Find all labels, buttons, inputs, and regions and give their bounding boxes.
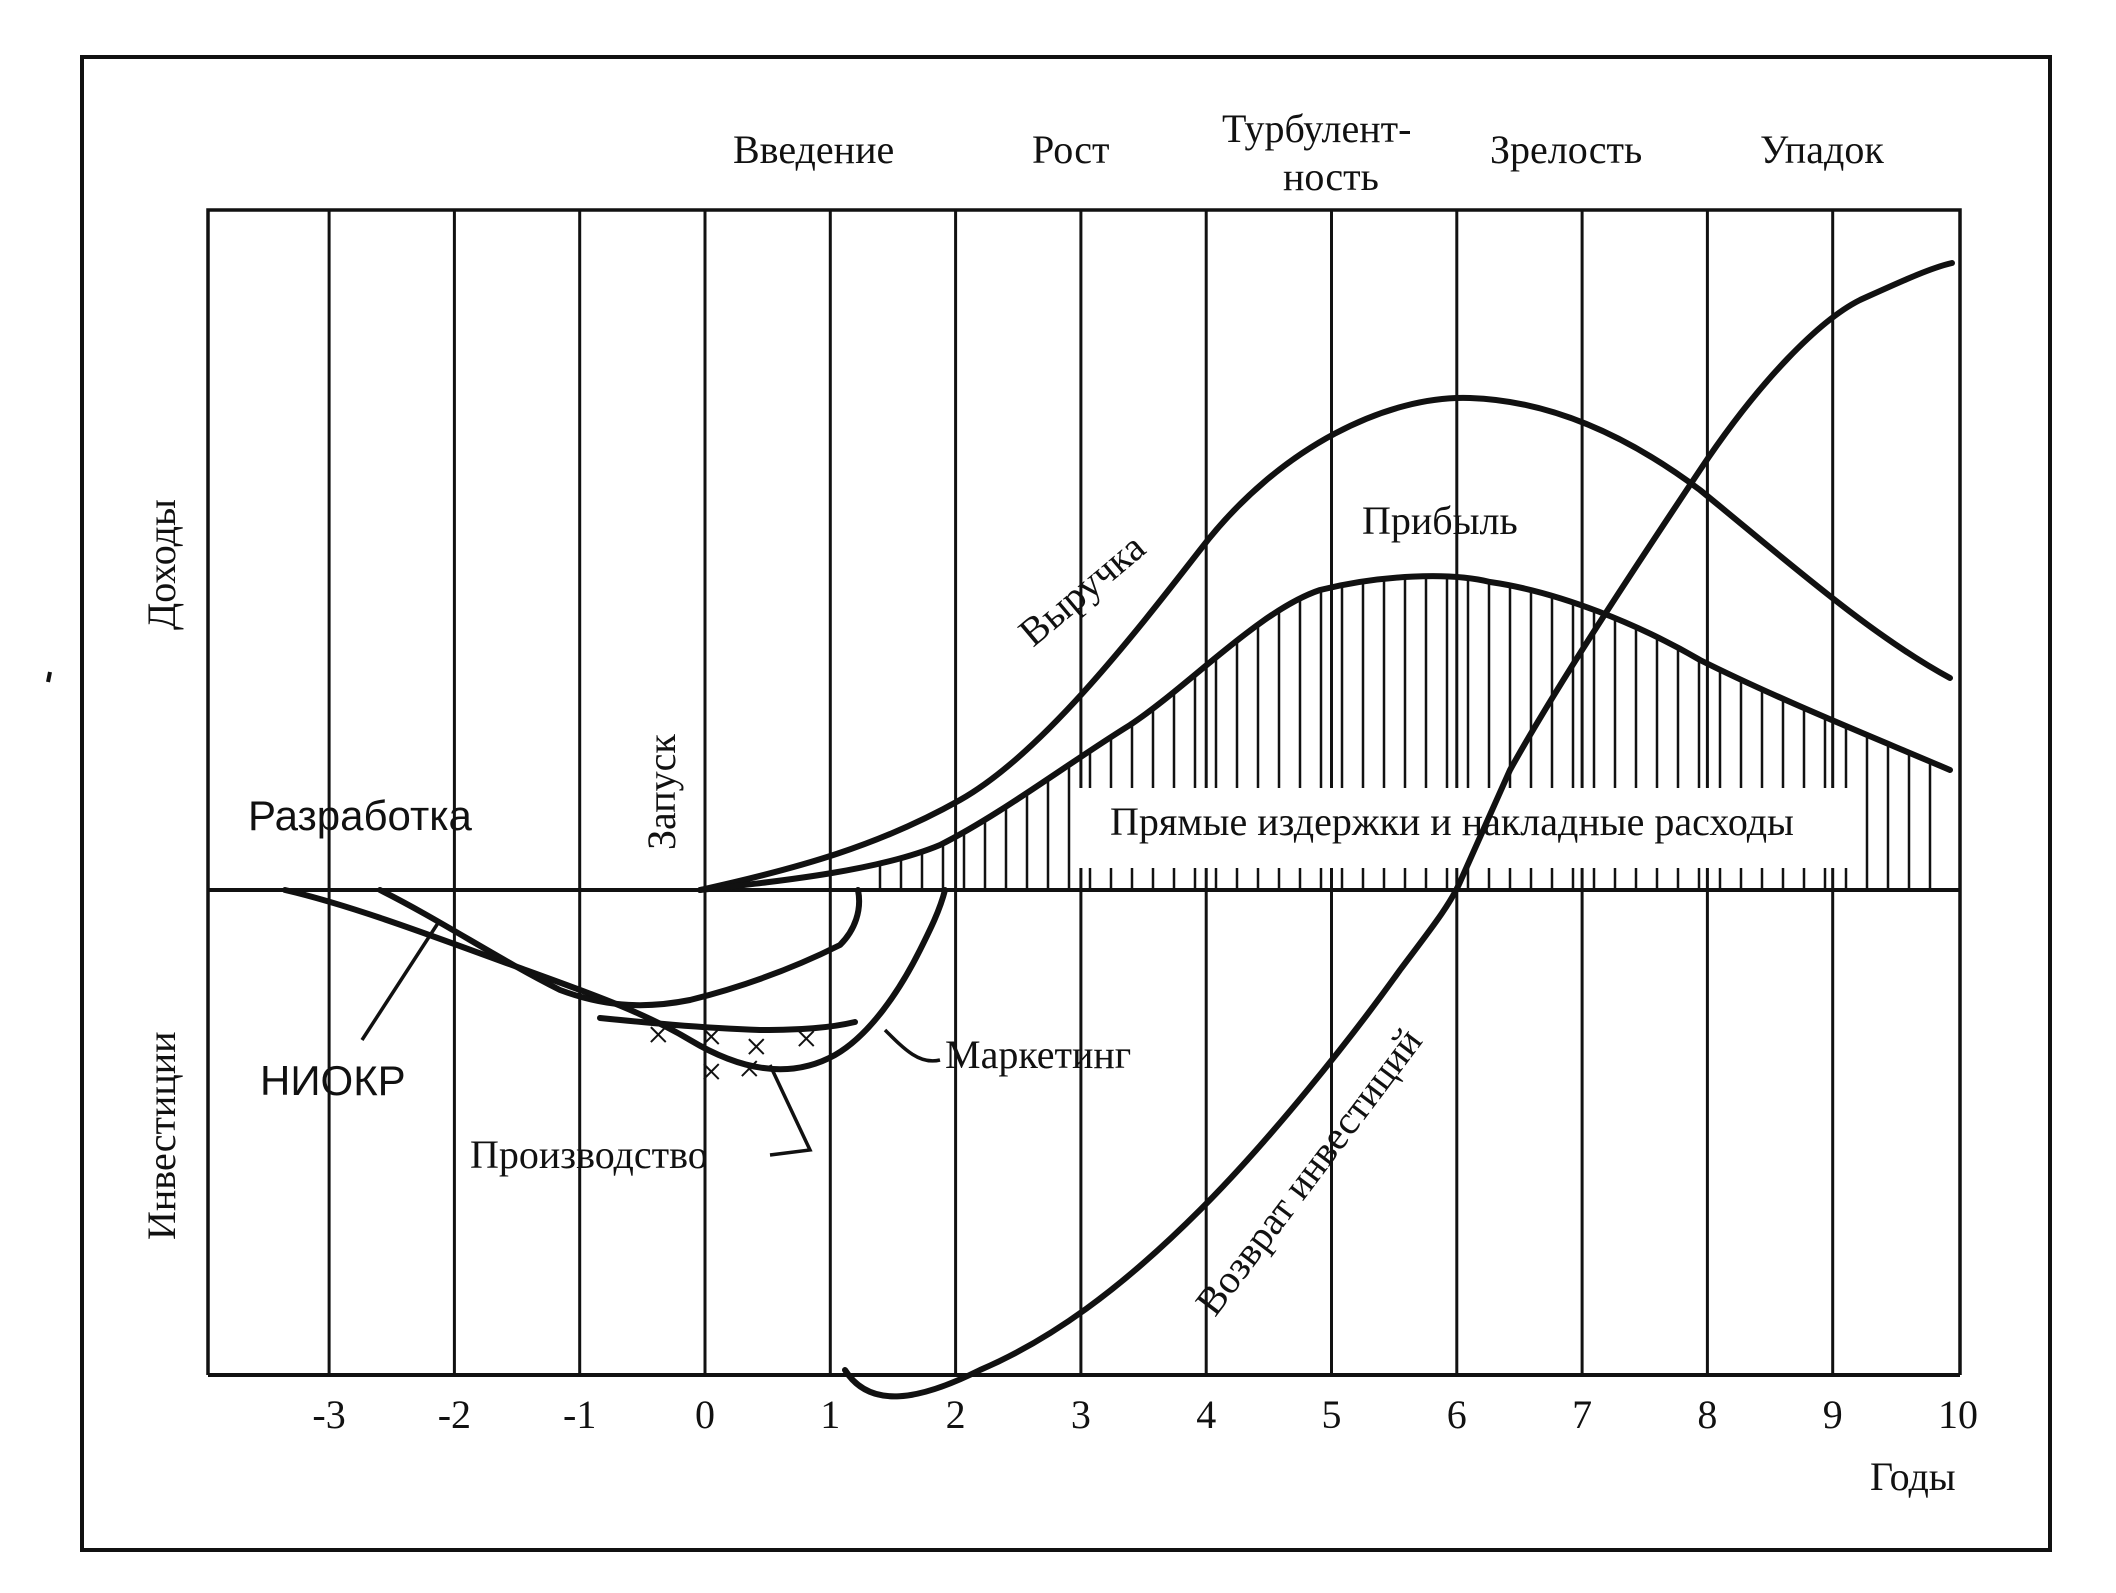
rnd-curve [282,887,948,1073]
launch-label: Запуск [639,734,684,850]
x-tick-label: 2 [946,1392,966,1437]
x-tick-label: 6 [1447,1392,1467,1437]
x-tick-label: 10 [1938,1392,1978,1437]
costs-label-background [1075,788,1855,868]
y-axis-bottom-label: Инвестиции [139,1031,184,1240]
plot-border [206,208,1962,1375]
x-tick-label: 3 [1071,1392,1091,1437]
phase-turbulence-line1: Турбулент- [1222,106,1411,151]
svg-text:×: × [700,1049,723,1094]
profit-hatching [878,576,1932,890]
development-label: Разработка [248,792,473,839]
costs-label: Прямые издержки и накладные расходы [1110,799,1794,844]
y-axis-top-label: Доходы [139,499,184,630]
scan-mark [46,671,52,683]
investment-return-curve [842,260,1955,1400]
cost-curve [697,573,1953,893]
x-tick-label: -3 [312,1392,345,1437]
x-tick-label: 1 [820,1392,840,1437]
x-tick-label: 8 [1697,1392,1717,1437]
production-leader-line [768,1064,813,1157]
svg-text:×: × [745,1024,768,1069]
marketing-leader-line [883,1028,941,1063]
phase-decline: Упадок [1760,127,1884,172]
svg-text:×: × [647,1012,670,1057]
rnd-label: НИОКР [260,1057,406,1104]
production-label: Производство [470,1132,708,1177]
x-tick-label: 9 [1823,1392,1843,1437]
production-marks: × × × × × × [647,1012,818,1094]
svg-text:×: × [738,1046,761,1091]
x-tick-label: -1 [563,1392,596,1437]
x-tick-label: 4 [1196,1392,1216,1437]
phase-maturity: Зрелость [1490,127,1642,172]
phase-turbulence-line2: ность [1283,154,1379,199]
phase-introduction: Введение [733,127,894,172]
development-curve [377,887,862,1009]
production-curve [597,1015,858,1033]
profit-label: Прибыль [1362,498,1518,543]
revenue-curve [697,394,1953,893]
svg-text:×: × [700,1014,723,1059]
x-tick-label: -2 [438,1392,471,1437]
phase-growth: Рост [1032,127,1109,172]
svg-text:×: × [795,1016,818,1061]
marketing-label: Маркетинг [945,1032,1131,1077]
rnd-leader-line [360,919,442,1041]
x-tick-label: 7 [1572,1392,1592,1437]
investment-return-label: Возврат инвестиций [1186,1019,1431,1323]
x-axis-label: Годы [1870,1454,1956,1499]
outer-frame [80,55,2052,1552]
x-tick-label: 0 [695,1392,715,1437]
x-tick-labels: -3 -2 -1 0 1 2 3 4 5 6 7 8 9 10 [312,1392,1978,1437]
x-tick-label: 5 [1322,1392,1342,1437]
